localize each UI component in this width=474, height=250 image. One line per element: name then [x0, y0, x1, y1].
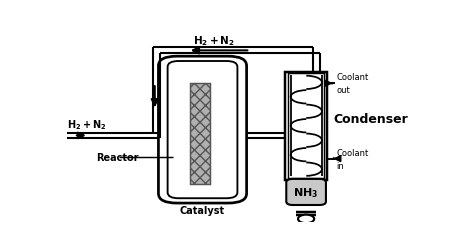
- Text: in: in: [337, 161, 344, 170]
- Text: Catalyst: Catalyst: [180, 205, 225, 215]
- FancyBboxPatch shape: [158, 57, 246, 203]
- Text: Coolant: Coolant: [337, 73, 369, 82]
- Text: $\mathbf{H_2 + N_2}$: $\mathbf{H_2 + N_2}$: [66, 117, 106, 131]
- Text: out: out: [337, 86, 350, 95]
- Bar: [190, 84, 210, 184]
- Text: $\mathbf{NH_3}$: $\mathbf{NH_3}$: [293, 185, 319, 199]
- FancyBboxPatch shape: [286, 179, 326, 205]
- Text: Condenser: Condenser: [333, 112, 408, 125]
- Text: Reactor: Reactor: [96, 152, 138, 162]
- Bar: [285, 72, 328, 180]
- Circle shape: [298, 215, 314, 223]
- Bar: [288, 74, 325, 178]
- Text: $\mathbf{H_2 + N_2}$: $\mathbf{H_2 + N_2}$: [192, 34, 235, 47]
- Text: Coolant: Coolant: [337, 148, 369, 157]
- FancyBboxPatch shape: [168, 62, 237, 198]
